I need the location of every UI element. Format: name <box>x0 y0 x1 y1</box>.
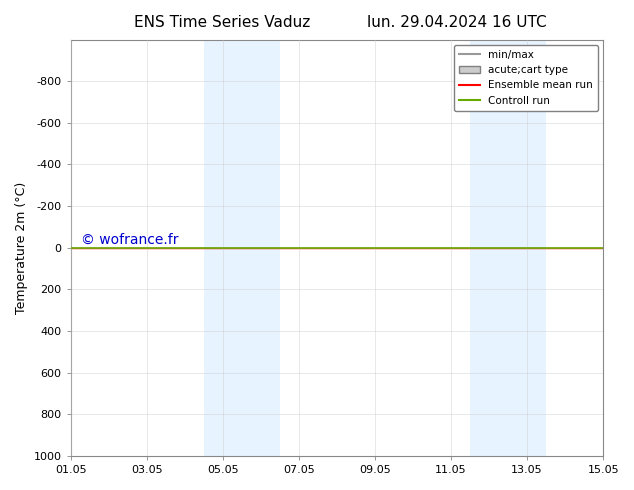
Legend: min/max, acute;cart type, Ensemble mean run, Controll run: min/max, acute;cart type, Ensemble mean … <box>454 45 598 111</box>
Bar <box>470 40 546 456</box>
Bar <box>204 40 280 456</box>
Text: lun. 29.04.2024 16 UTC: lun. 29.04.2024 16 UTC <box>366 15 547 30</box>
Y-axis label: Temperature 2m (°C): Temperature 2m (°C) <box>15 182 28 314</box>
Text: © wofrance.fr: © wofrance.fr <box>81 232 179 246</box>
Text: ENS Time Series Vaduz: ENS Time Series Vaduz <box>134 15 310 30</box>
